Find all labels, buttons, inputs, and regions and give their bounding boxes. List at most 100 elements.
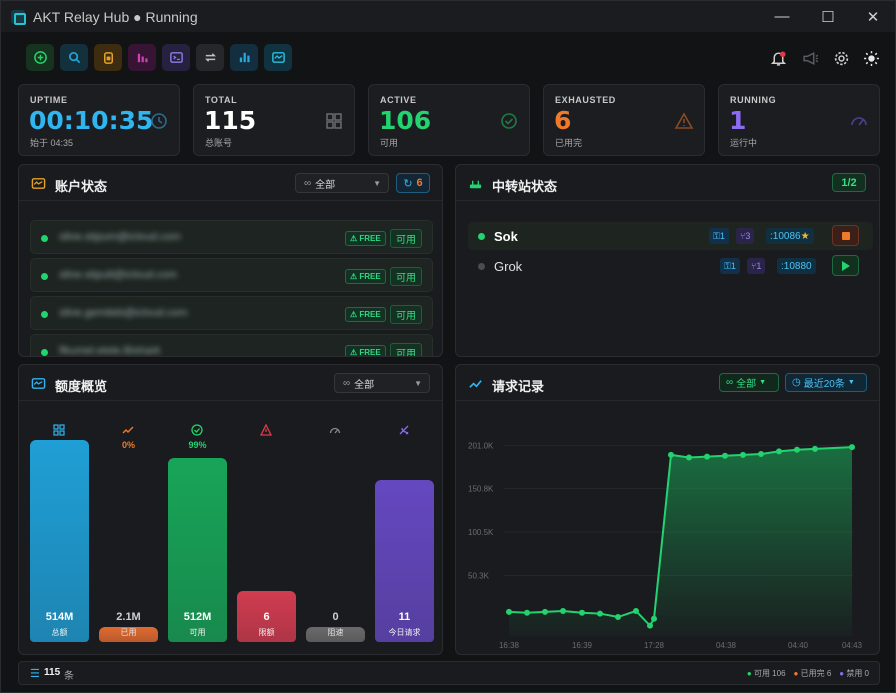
account-row[interactable]: sline.gemiteb@icloud.com ⚠ FREE 可用 bbox=[30, 296, 433, 330]
add-button[interactable] bbox=[26, 44, 54, 71]
total-label: TOTAL bbox=[205, 95, 238, 105]
account-name: sline.stipum@icloud.com bbox=[59, 231, 181, 243]
uptime-card: UPTIME 00:10:35 始于 04:35 bbox=[18, 84, 180, 156]
total-sub: 总账号 bbox=[205, 138, 233, 148]
check-circle-icon bbox=[501, 113, 517, 129]
account-name: sline.gemiteb@icloud.com bbox=[59, 307, 188, 319]
accounts-filter-dropdown[interactable]: ∞ 全部 ▼ bbox=[295, 173, 389, 193]
data-point bbox=[740, 451, 746, 458]
notification-bell-icon[interactable] bbox=[768, 48, 788, 68]
warning-icon bbox=[674, 112, 694, 129]
requests-range-value: 最近20条 bbox=[803, 379, 845, 390]
close-button[interactable]: ✕ bbox=[866, 8, 880, 26]
stats-button[interactable] bbox=[128, 44, 156, 71]
x-tick-label: 04:40 bbox=[788, 641, 809, 650]
search-icon bbox=[68, 51, 80, 64]
quota-bar bbox=[168, 458, 227, 642]
running-label: RUNNING bbox=[730, 95, 777, 105]
minimize-button[interactable]: — bbox=[774, 8, 790, 25]
chevron-down-icon: ▼ bbox=[847, 379, 855, 386]
quota-filter-dropdown[interactable]: ∞ 全部 ▼ bbox=[334, 373, 430, 393]
y-tick-label: 50.3K bbox=[468, 571, 490, 580]
status-dot bbox=[41, 349, 48, 356]
warning-icon bbox=[259, 423, 273, 436]
requests-filter-dropdown[interactable]: ∞ 全部 ▼ bbox=[719, 373, 779, 392]
uptime-sub: 始于 04:35 bbox=[30, 138, 74, 148]
quota-bar bbox=[375, 480, 434, 642]
quota-filter-value: 全部 bbox=[354, 379, 375, 391]
data-point bbox=[506, 608, 512, 615]
x-tick-label: 17:28 bbox=[644, 641, 665, 650]
dashboard-icon bbox=[31, 378, 46, 389]
relay-count: 1/2 bbox=[841, 176, 857, 189]
search-button[interactable] bbox=[60, 44, 88, 71]
data-point bbox=[647, 622, 653, 629]
gauge-icon bbox=[329, 423, 341, 435]
dashboard-icon bbox=[31, 178, 46, 189]
quota-percent: 0% bbox=[121, 440, 135, 450]
theme-sun-icon[interactable] bbox=[861, 48, 881, 68]
data-point bbox=[651, 615, 657, 622]
account-row[interactable]: flkumel.etele.Bishark ⚠ FREE 可用 bbox=[30, 334, 433, 356]
plan-badge: ⚠ FREE bbox=[345, 345, 386, 356]
announce-icon[interactable] bbox=[800, 48, 820, 68]
account-row[interactable]: sline.stipum@icloud.com ⚠ FREE 可用 bbox=[30, 220, 433, 254]
stop-button[interactable] bbox=[832, 225, 859, 246]
trend-icon bbox=[469, 380, 482, 388]
total-card: TOTAL 115 总账号 bbox=[193, 84, 355, 156]
data-point bbox=[849, 444, 855, 451]
account-status-badge: 可用 bbox=[390, 305, 422, 324]
relay-row[interactable]: Grok ⚿1 ⑂1:10880 bbox=[468, 252, 873, 280]
account-row[interactable]: sline.stipult@icloud.com ⚠ FREE 可用 bbox=[30, 258, 433, 292]
area-fill bbox=[509, 447, 852, 636]
swap-icon bbox=[204, 53, 216, 62]
legend-item: ● 可用 106 bbox=[747, 668, 786, 679]
swap-button[interactable] bbox=[196, 44, 224, 71]
requests-range-dropdown[interactable]: ◷ 最近20条 ▼ bbox=[785, 373, 867, 392]
monitor-button[interactable] bbox=[264, 44, 292, 71]
quota-bar bbox=[237, 591, 296, 642]
quota-value: 6 bbox=[263, 611, 270, 623]
data-point bbox=[542, 608, 548, 615]
quota-bar bbox=[306, 627, 365, 642]
quota-value: 0 bbox=[332, 611, 339, 623]
quota-panel: 额度概览 ∞ 全部 ▼ 514M 总额 0% 2.1M 已用 99% 512M 可用 6 限额 0 阻速 1… bbox=[18, 364, 443, 655]
plus-circle-icon bbox=[33, 51, 47, 64]
refresh-icon: ↻ bbox=[403, 177, 413, 190]
relays-title: 中转站状态 bbox=[492, 179, 558, 194]
chevron-down-icon: ▼ bbox=[759, 379, 767, 386]
relay-row[interactable]: Sok ⚿1 ⑂3:10086 ★ bbox=[468, 222, 873, 250]
x-tick-label: 04:38 bbox=[716, 641, 737, 650]
data-point bbox=[758, 451, 764, 458]
maximize-button[interactable]: ☐ bbox=[821, 8, 835, 26]
link-icon: ∞ bbox=[343, 377, 351, 389]
requests-panel: 请求记录 ∞ 全部 ▼ ◷ 最近20条 ▼ 201.0K 150.8K 100.5K 50.3… bbox=[455, 364, 880, 655]
x-tick-label: 16:39 bbox=[572, 641, 593, 650]
data-point bbox=[794, 446, 800, 453]
accounts-header: 账户状态 ∞ 全部 ▼ ↻ 6 bbox=[19, 165, 442, 201]
legend-item: ● 禁用 0 bbox=[839, 668, 869, 679]
status-dot bbox=[478, 263, 485, 270]
wallet-button[interactable] bbox=[94, 44, 122, 71]
requests-filter-value: 全部 bbox=[736, 379, 757, 390]
bar-chart-icon bbox=[137, 53, 148, 63]
account-status-badge: 可用 bbox=[390, 343, 422, 356]
footer-count: 115 bbox=[44, 667, 61, 678]
dashboard-icon bbox=[271, 52, 285, 63]
analytics-button[interactable] bbox=[230, 44, 258, 71]
status-footer: ☰ 115 条 ● 可用 106 ● 已用完 6 ● 禁用 0 bbox=[18, 661, 880, 685]
requests-chart: 201.0K 150.8K 100.5K 50.3K 16:38 16:39 17:28 04… bbox=[468, 441, 863, 650]
relays-header: 中转站状态 1/2 bbox=[456, 165, 879, 201]
data-point bbox=[633, 607, 639, 614]
jar-icon bbox=[103, 52, 113, 64]
gear-icon[interactable] bbox=[831, 48, 851, 68]
legend-dot: ● bbox=[839, 669, 847, 678]
terminal-button[interactable] bbox=[162, 44, 190, 71]
refresh-button[interactable]: ↻ 6 bbox=[396, 173, 430, 193]
running-sub: 运行中 bbox=[730, 138, 758, 148]
data-point bbox=[722, 452, 728, 459]
port-value: :10086 bbox=[770, 230, 801, 242]
quota-value: 2.1M bbox=[116, 611, 141, 623]
start-button[interactable] bbox=[832, 255, 859, 276]
chevron-down-icon: ▼ bbox=[373, 179, 381, 188]
